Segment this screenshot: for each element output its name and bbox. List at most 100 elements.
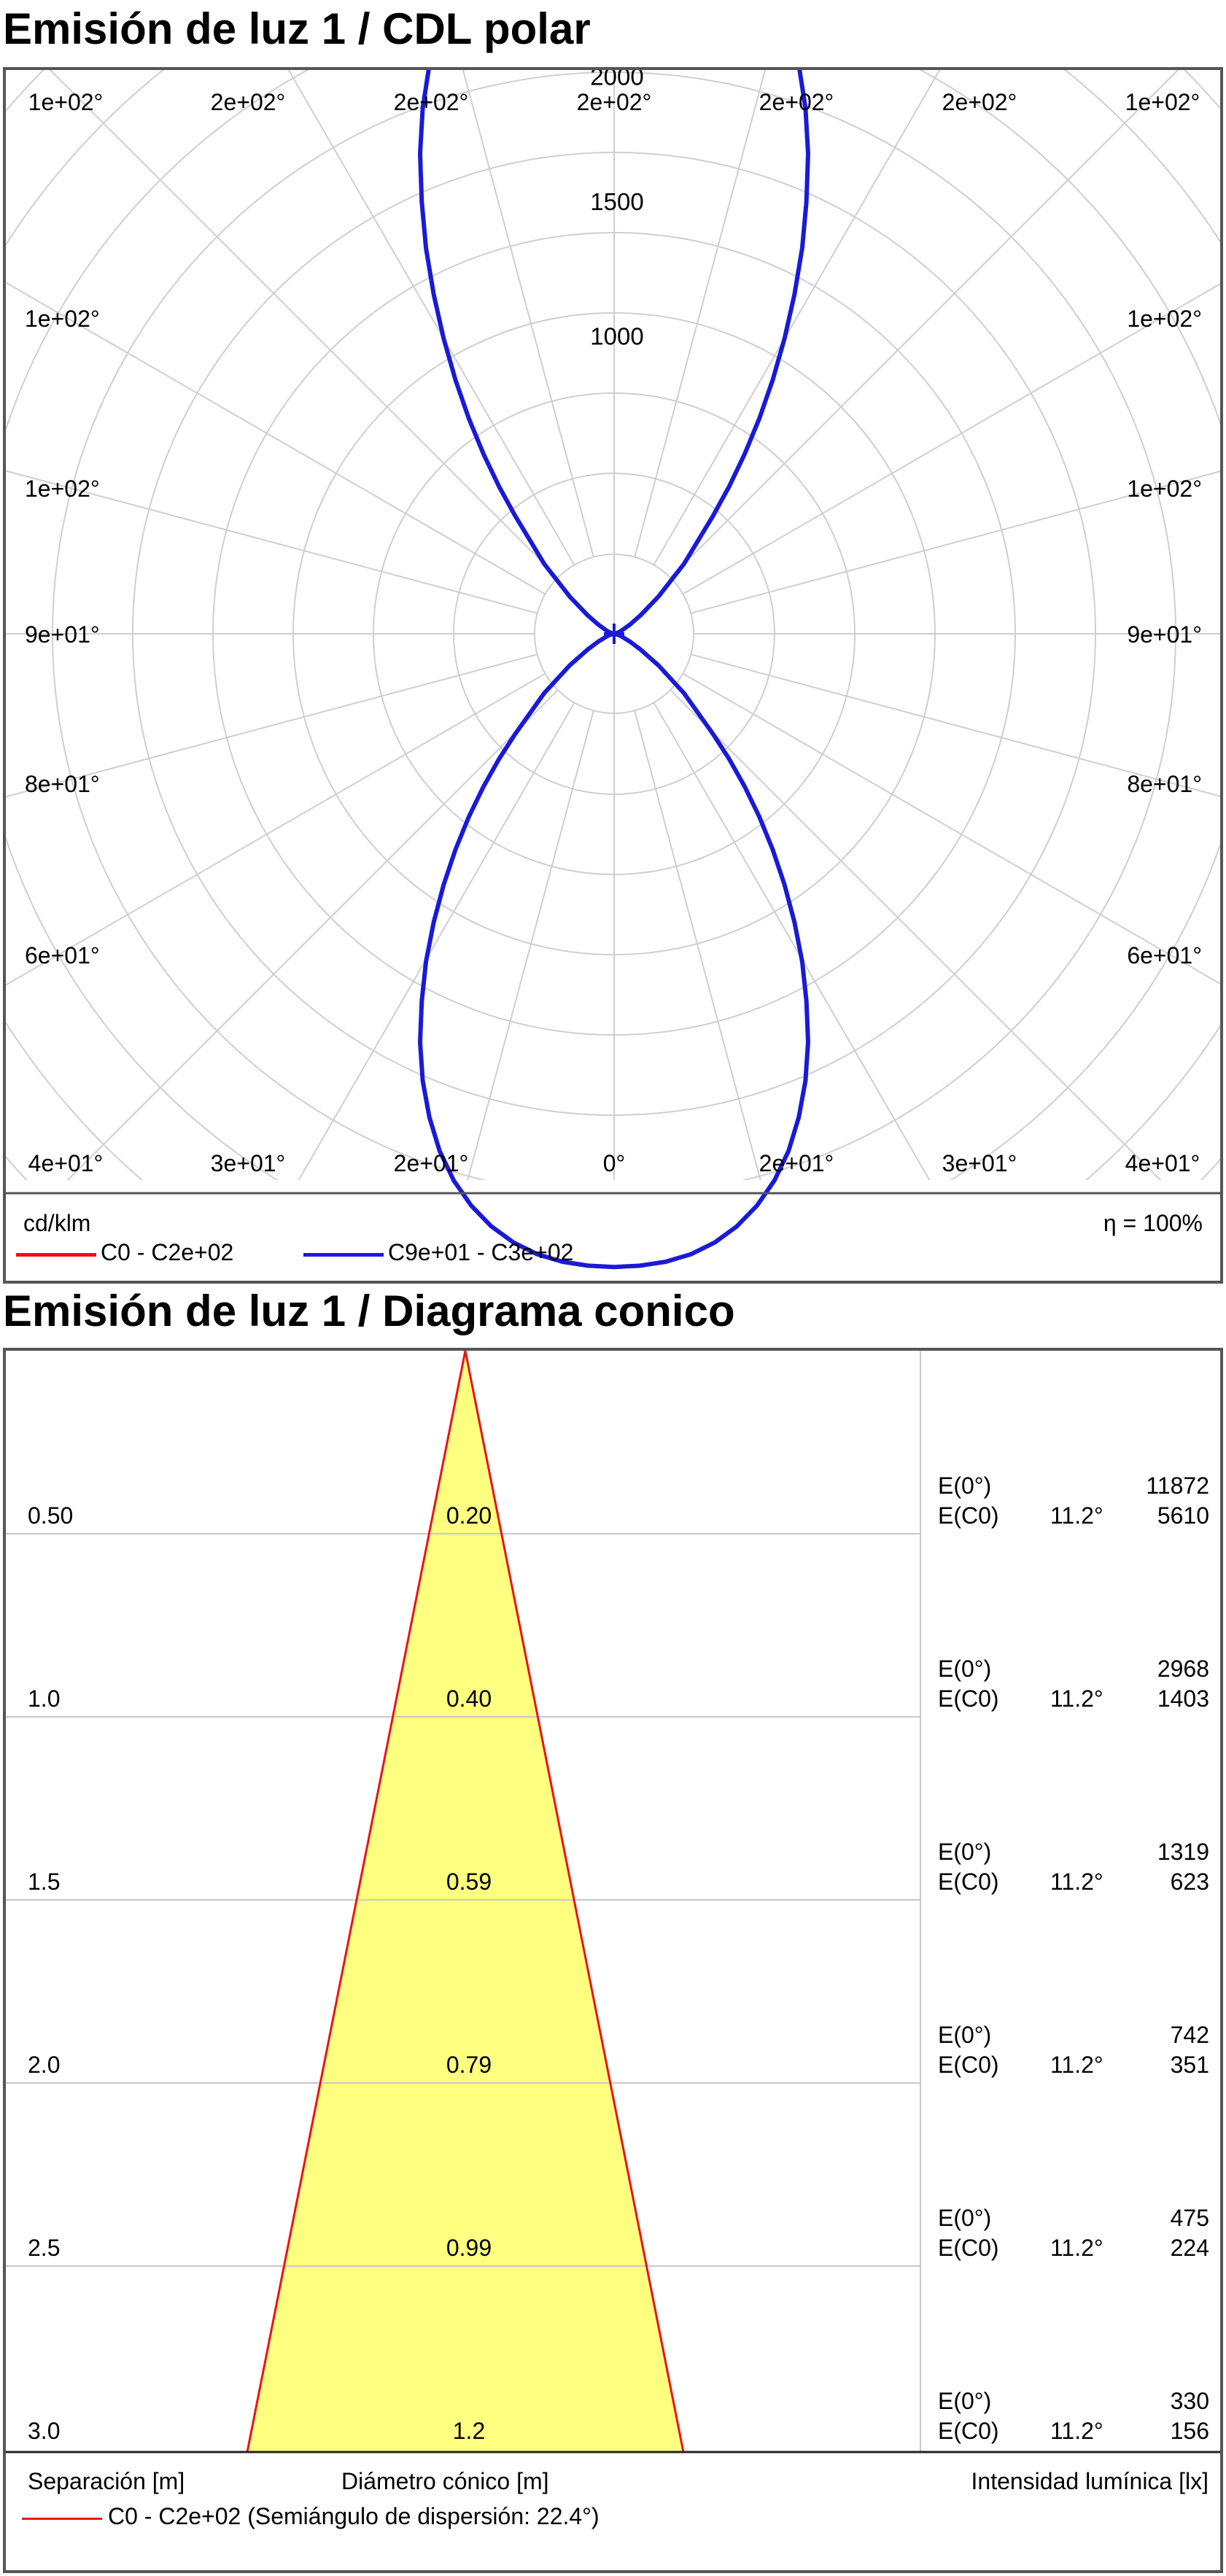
legend-swatch-c0 [16,1253,96,1257]
polar-angle-label-top: 1e+02° [28,89,104,115]
cone-angle-label: 11.2° [1050,1869,1103,1895]
polar-grid-spoke [634,710,761,1180]
polar-title: Emisión de luz 1 / CDL polar [3,4,591,53]
polar-grid [6,70,1220,1281]
cone-legend-swatch [22,2518,102,2520]
polar-angle-label-top: 1e+02° [1125,89,1200,115]
polar-angle-label-right: 1e+02° [1127,306,1202,332]
polar-grid-circle [6,70,1220,1281]
legend-label-c0: C0 - C2e+02 [101,1239,234,1265]
polar-grid-spoke [682,672,1220,985]
cone-separation-label: 3.0 [28,2418,60,2444]
polar-grid-spoke [691,653,1220,797]
polar-unit-label: cd/klm [23,1210,91,1236]
polar-angle-label-right: 9e+01° [1127,621,1202,648]
cone-row-label-ec0: E(C0) [938,2052,999,2078]
polar-angle-label-top: 2e+02° [942,89,1017,115]
cone-edge-right [464,1351,685,2453]
polar-angle-label-bottom: 4e+01° [28,1150,104,1176]
cone-diameter-label: 1.2 [453,2418,485,2444]
cone-diameter-label: 0.79 [446,2052,492,2078]
polar-angle-label-right: 6e+01° [1127,942,1202,969]
cone-value-e0: 330 [1171,2388,1209,2414]
cone-legend-label: C0 - C2e+02 (Semiángulo de dispersión: 2… [108,2503,600,2529]
cone-row-label-e0: E(0°) [938,1656,991,1682]
legend-swatch-c90 [303,1253,384,1257]
polar-angle-label-top: 2e+02° [759,89,834,115]
polar-angle-label-left: 6e+01° [25,942,100,969]
cone-value-ec0: 156 [1171,2418,1209,2444]
cone-angle-label: 11.2° [1050,1502,1103,1529]
polar-angle-label-right: 1e+02° [1127,476,1202,502]
cone-row-label-e0: E(0°) [938,2388,991,2414]
polar-grid-spoke [467,710,594,1180]
cone-separation-label: 1.5 [28,1869,60,1895]
polar-angle-label-bottom: 2e+01° [394,1150,469,1176]
cone-row-label-e0: E(0°) [938,2022,991,2048]
polar-angle-label-bottom: 2e+01° [759,1150,834,1176]
polar-grid-spoke [634,70,767,557]
cone-diameter-label: 0.59 [446,1869,492,1895]
cone-value-e0: 475 [1171,2205,1209,2231]
polar-chart: 100015002000250030001e+02°2e+02°2e+02°2e… [6,70,1220,1281]
cone-separation-label: 2.0 [28,2052,60,2078]
polar-grid-spoke [287,70,575,566]
cone-row-label-ec0: E(C0) [938,2235,999,2261]
cone-separation-label: 1.0 [28,1685,60,1712]
polar-angle-label-left: 9e+01° [25,621,100,648]
cone-diameter-label: 0.20 [446,1502,492,1529]
cone-value-ec0: 224 [1171,2235,1209,2261]
polar-chart-frame: 100015002000250030001e+02°2e+02°2e+02°2e… [3,67,1223,1284]
polar-grid-spoke [6,672,546,986]
cone-value-ec0: 623 [1171,1869,1209,1895]
cone-row-label-ec0: E(C0) [938,1685,999,1712]
cone-row-label-e0: E(0°) [938,1839,991,1865]
legend-label-c90: C9e+01 - C3e+02 [388,1239,574,1265]
polar-grid-spoke [691,470,1220,614]
polar-angle-label-top: 2e+02° [211,89,286,115]
polar-angle-label-top: 2e+02° [394,89,469,115]
cone-row-label-e0: E(0°) [938,2205,991,2231]
polar-angle-label-left: 8e+01° [25,771,100,797]
cone-title: Emisión de luz 1 / Diagrama conico [3,1287,735,1335]
cone-value-e0: 742 [1171,2022,1209,2048]
cone-row-label-ec0: E(C0) [938,1869,999,1895]
polar-grid-spoke [462,70,594,557]
polar-angle-label-left: 1e+02° [25,306,100,332]
polar-radial-tick-label: 2000 [590,70,643,90]
polar-grid-spoke [49,70,559,578]
cone-separation-label: 2.5 [28,2235,60,2261]
polar-angle-label-bottom: 3e+01° [211,1150,286,1176]
cone-edge-left [246,1351,467,2453]
polar-grid-spoke [298,702,575,1180]
cone-diameter-label: 0.40 [446,1685,492,1712]
polar-grid-circle [6,70,1220,1281]
cone-angle-label: 11.2° [1050,1685,1103,1712]
cone-xlabel-intensity: Intensidad lumínica [lx] [971,2468,1209,2494]
cone-xlabel-separation: Separación [m] [28,2468,185,2494]
cone-angle-label: 11.2° [1050,2052,1103,2078]
cone-row-label-ec0: E(C0) [938,2418,999,2444]
cone-separation-label: 0.50 [28,1502,73,1529]
cone-angle-label: 11.2° [1050,2235,1103,2261]
polar-grid-circle [6,70,1220,1180]
cone-value-ec0: 351 [1171,2052,1209,2078]
polar-grid-spoke [66,689,559,1180]
cone-fill [247,1351,683,2452]
polar-grid-spoke [653,702,931,1180]
polar-grid-circle [6,70,1220,1180]
polar-angle-label-left: 1e+02° [25,476,100,502]
cone-diameter-label: 0.99 [446,2235,492,2261]
cone-xlabel-diameter: Diámetro cónico [m] [341,2468,549,2494]
polar-radial-tick-label: 1500 [590,188,643,215]
polar-grid-spoke [670,70,1179,578]
polar-grid-spoke [6,653,538,798]
polar-angle-label-top: 2e+02° [577,89,652,115]
cone-angle-label: 11.2° [1050,2418,1103,2444]
polar-angle-label-bottom: 3e+01° [942,1150,1017,1176]
polar-efficiency-label: η = 100% [1103,1210,1203,1236]
polar-grid-spoke [682,283,1220,595]
cone-chart-frame: 0.50 0.20 E(0°) 11872 E(C0) 11.2° 5610 1.0 0.40 E… [3,1348,1223,2573]
cone-row-label-ec0: E(C0) [938,1502,999,1529]
cone-diagram: 0.50 0.20 E(0°) 11872 E(C0) 11.2° 5610 1.0 0.40 E… [6,1351,1220,2453]
